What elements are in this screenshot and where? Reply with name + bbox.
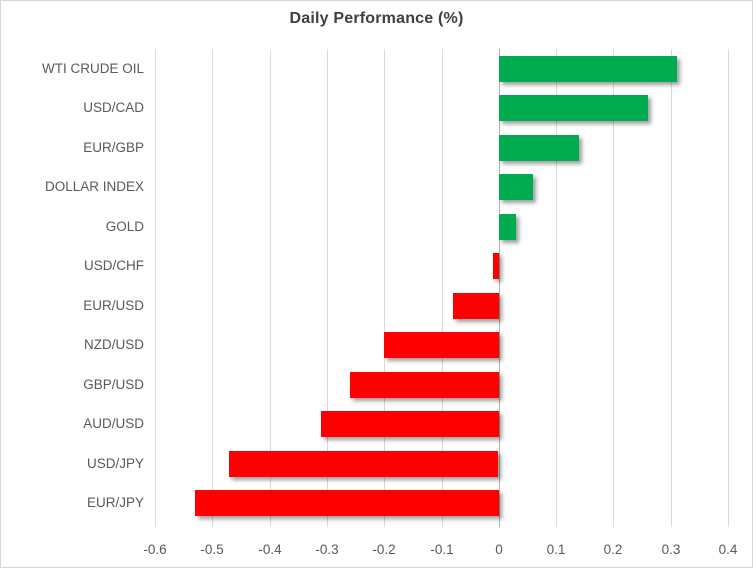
category-label-aud-usd: AUD/USD [83, 416, 144, 431]
category-label-usd-cad: USD/CAD [83, 100, 144, 115]
gridline-0.4 [728, 49, 729, 527]
bar-aud-usd [321, 411, 499, 437]
bar-usd-chf [493, 253, 499, 279]
bar-dollar-index [499, 174, 533, 200]
bar-usd-cad [499, 95, 648, 121]
zero-axis-line [499, 49, 500, 527]
x-tick-label: 0.3 [661, 542, 681, 557]
category-label-eur-gbp: EUR/GBP [83, 140, 144, 155]
category-label-dollar-index: DOLLAR INDEX [44, 179, 144, 194]
x-tick-label: -0.1 [430, 542, 454, 557]
bar-eur-gbp [499, 135, 579, 161]
category-label-usd-chf: USD/CHF [84, 258, 144, 273]
bar-nzd-usd [384, 332, 499, 358]
gridline--0.4 [270, 49, 271, 527]
gridline--0.5 [212, 49, 213, 527]
bar-wti-crude-oil [499, 56, 677, 82]
bar-gold [499, 214, 516, 240]
gridline-0.2 [613, 49, 614, 527]
gridline--0.1 [442, 49, 443, 527]
gridline-0.1 [556, 49, 557, 527]
x-tick-label: -0.5 [200, 542, 224, 557]
category-label-wti-crude-oil: WTI CRUDE OIL [41, 61, 144, 76]
gridline--0.3 [327, 49, 328, 527]
x-tick-label: -0.2 [372, 542, 396, 557]
bar-gbp-usd [350, 372, 499, 398]
x-tick-label: -0.6 [143, 542, 167, 557]
x-tick-label: 0.1 [546, 542, 566, 557]
x-tick-label: -0.4 [258, 542, 282, 557]
category-label-eur-usd: EUR/USD [83, 298, 144, 313]
bar-usd-jpy [229, 451, 498, 477]
gridline--0.6 [155, 49, 156, 527]
category-label-nzd-usd: NZD/USD [84, 337, 144, 352]
x-tick-label: 0.4 [718, 542, 738, 557]
bar-eur-jpy [195, 490, 499, 516]
bar-eur-usd [453, 293, 499, 319]
gridline--0.2 [384, 49, 385, 527]
chart-title: Daily Performance (%) [289, 10, 464, 27]
gridline-0.3 [671, 49, 672, 527]
category-label-gbp-usd: GBP/USD [83, 377, 144, 392]
x-tick-label: 0 [495, 542, 503, 557]
category-label-usd-jpy: USD/JPY [86, 456, 144, 471]
category-label-gold: GOLD [105, 219, 144, 234]
x-tick-label: 0.2 [603, 542, 623, 557]
category-label-eur-jpy: EUR/JPY [86, 495, 144, 510]
x-tick-label: -0.3 [315, 542, 339, 557]
